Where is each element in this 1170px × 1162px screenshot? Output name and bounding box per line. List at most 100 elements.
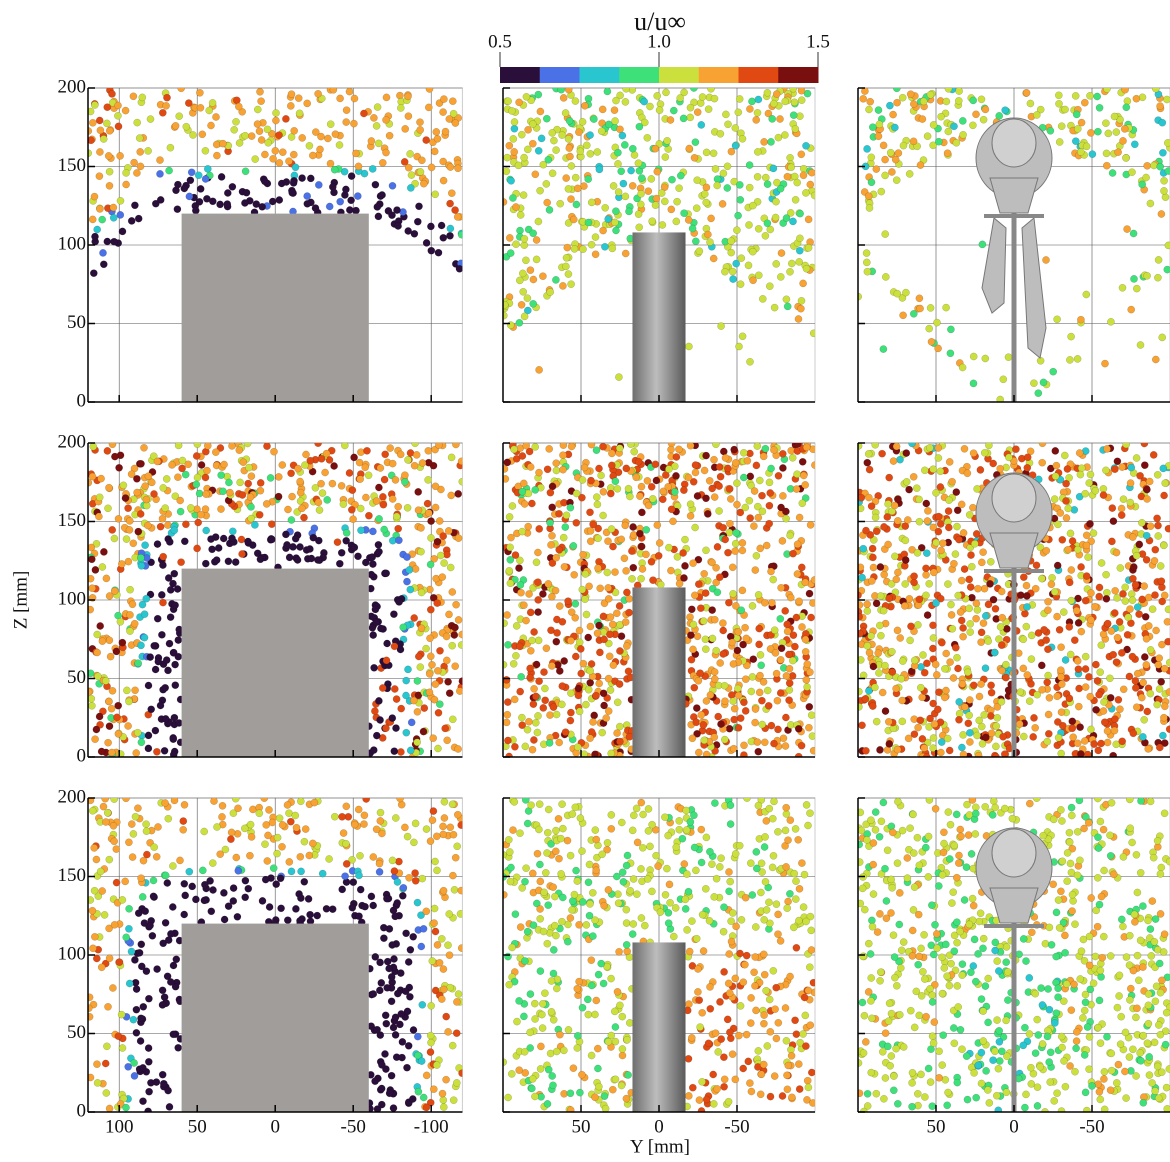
particle: [599, 612, 608, 621]
particle: [408, 1095, 417, 1103]
particle: [772, 983, 781, 992]
particle: [139, 1097, 147, 1106]
particle: [370, 663, 378, 672]
particle: [142, 967, 151, 976]
particle: [235, 139, 244, 147]
particle: [458, 677, 463, 685]
particle: [689, 645, 697, 654]
particle: [294, 94, 303, 103]
particle: [531, 486, 540, 494]
particle: [153, 540, 162, 548]
particle: [92, 954, 101, 963]
particle: [713, 181, 722, 190]
particle: [717, 854, 725, 863]
z-tick-label: 150: [58, 510, 87, 531]
particle: [125, 526, 134, 534]
particle: [866, 97, 875, 106]
particle: [1055, 99, 1063, 108]
particle: [532, 558, 541, 567]
particle: [792, 613, 801, 622]
particle: [583, 995, 592, 1004]
particle: [383, 639, 391, 648]
colorbar-tick-label: 1.0: [647, 31, 671, 52]
particle: [1085, 479, 1094, 487]
particle: [713, 588, 722, 597]
particle: [363, 446, 371, 455]
particle: [369, 990, 378, 998]
particle: [397, 704, 406, 713]
particle: [449, 1096, 458, 1105]
particle: [553, 629, 561, 637]
particle: [131, 201, 139, 210]
particle: [807, 613, 815, 622]
particle: [787, 259, 796, 268]
particle: [663, 136, 672, 145]
particle: [731, 539, 740, 548]
particle: [658, 221, 667, 229]
particle: [151, 665, 160, 674]
particle: [300, 513, 308, 522]
particle: [697, 825, 706, 834]
particle: [776, 655, 785, 664]
particle: [547, 977, 556, 985]
particle: [563, 937, 572, 946]
particle: [378, 191, 386, 199]
particle: [573, 1031, 582, 1040]
particle: [257, 136, 266, 144]
particle: [330, 462, 338, 470]
particle: [587, 240, 596, 249]
particle: [137, 561, 146, 570]
particle: [567, 162, 576, 170]
particle: [321, 468, 329, 477]
particle: [972, 530, 981, 538]
particle: [180, 800, 189, 809]
particle: [528, 1075, 537, 1083]
particle: [520, 153, 528, 162]
particle: [413, 677, 422, 685]
particle: [709, 1100, 718, 1108]
particle: [688, 734, 697, 743]
particle: [1038, 458, 1047, 467]
particle: [604, 639, 613, 648]
particle: [706, 691, 715, 699]
particle: [534, 578, 542, 587]
colorbar-title: u/u∞: [634, 7, 686, 36]
particle: [261, 840, 269, 849]
particle: [437, 221, 446, 230]
particle: [305, 851, 314, 860]
particle: [731, 1075, 740, 1084]
particle: [505, 141, 514, 150]
particle: [436, 551, 445, 560]
particle: [955, 715, 963, 724]
particle: [575, 128, 583, 137]
particle: [193, 544, 201, 553]
particle: [196, 103, 205, 112]
particle: [317, 479, 325, 488]
particle: [541, 684, 549, 693]
particle: [757, 661, 766, 670]
particle: [1164, 167, 1170, 175]
particle: [658, 495, 667, 504]
particle: [621, 249, 630, 258]
particle: [797, 150, 806, 159]
particle: [158, 1001, 167, 1009]
particle: [536, 860, 544, 869]
particle: [718, 200, 727, 208]
particle: [591, 250, 600, 259]
particle: [591, 1010, 599, 1019]
particle: [669, 517, 677, 526]
particle: [746, 1019, 755, 1027]
particle: [1031, 723, 1040, 732]
particle: [728, 1050, 737, 1059]
particle: [177, 88, 186, 93]
particle: [426, 837, 435, 846]
particle: [858, 703, 863, 711]
particle: [543, 828, 552, 837]
particle: [124, 722, 132, 730]
particle: [1116, 705, 1124, 714]
particle: [728, 638, 737, 647]
particle: [404, 163, 413, 172]
particle: [133, 118, 142, 127]
colorbar-segment: [738, 67, 779, 83]
particle: [805, 702, 814, 711]
